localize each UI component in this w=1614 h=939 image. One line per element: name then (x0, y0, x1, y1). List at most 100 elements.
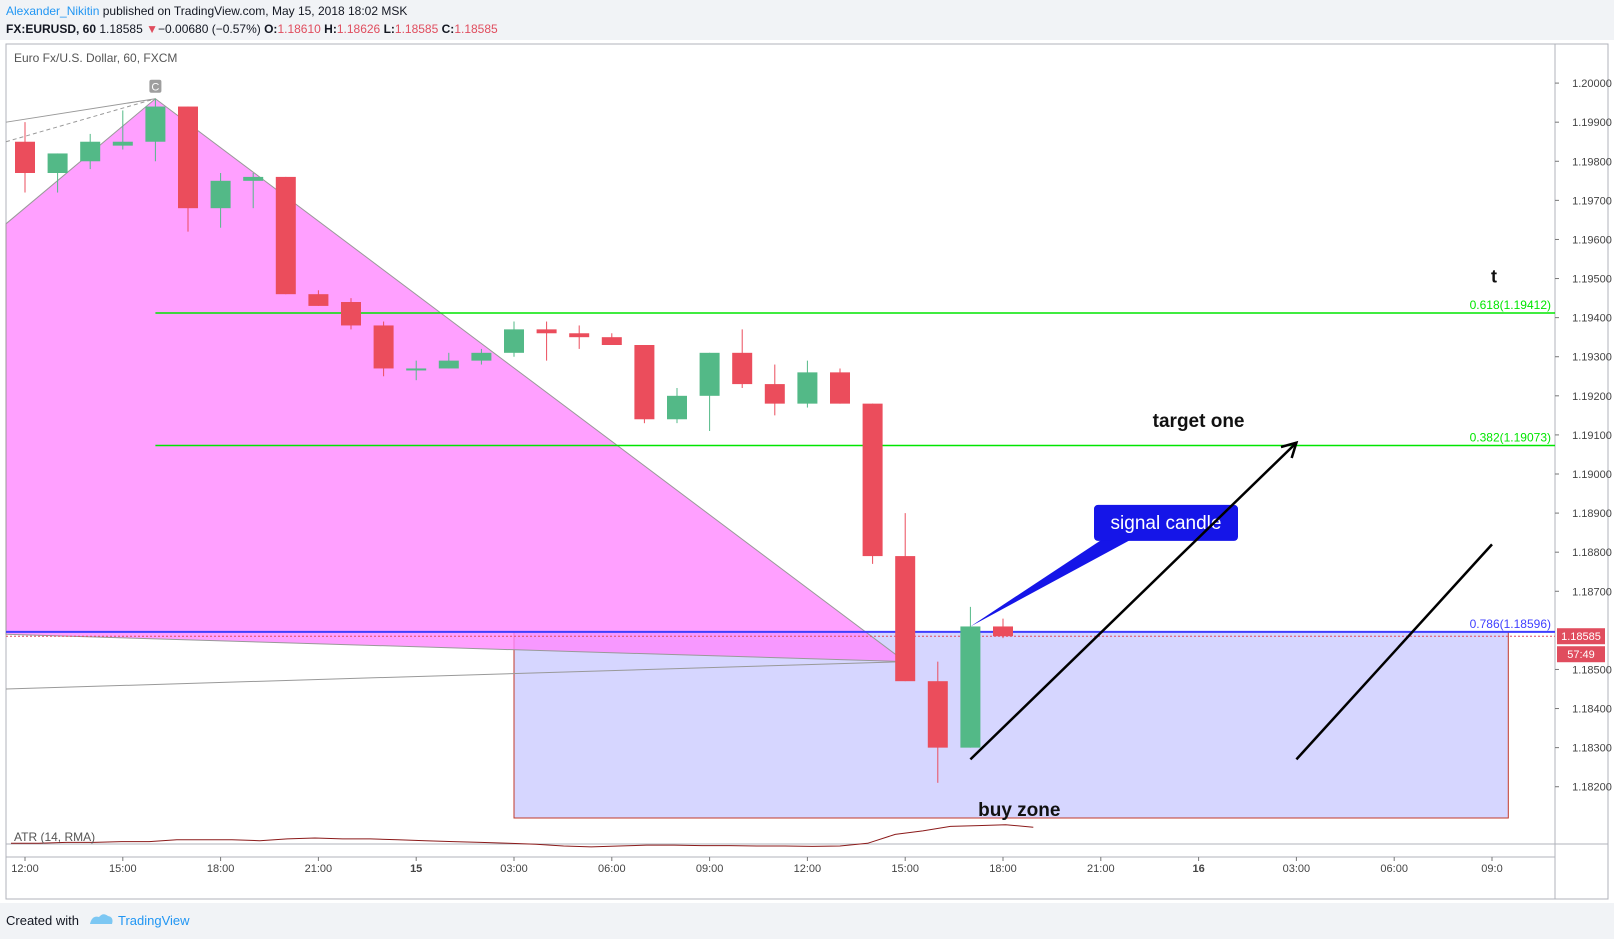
price-change: −0.00680 (−0.57%) (158, 22, 261, 36)
signal-callout-label: signal candle (1111, 513, 1222, 534)
y-tick-label: 1.19800 (1572, 156, 1612, 168)
low-value: 1.18585 (394, 22, 439, 36)
candle[interactable] (960, 626, 981, 748)
y-tick-label: 1.19100 (1572, 430, 1612, 442)
high-value: 1.18626 (336, 22, 381, 36)
candle[interactable] (243, 176, 264, 181)
candle[interactable] (275, 176, 296, 295)
fib-level-label: 0.382(1.19073) (1470, 430, 1551, 444)
x-tick-label: 21:00 (305, 863, 333, 875)
candle[interactable] (80, 141, 101, 162)
signal-callout[interactable] (1094, 504, 1238, 541)
x-tick-label: 12:00 (794, 863, 822, 875)
candle[interactable] (667, 395, 687, 420)
last-price-badge (1557, 628, 1605, 645)
y-tick-label: 1.18500 (1572, 664, 1612, 676)
symbol-ohlc-row: FX:EURUSD, 60 1.18585 ▼−0.00680 (−0.57%)… (6, 22, 498, 36)
candle[interactable] (699, 352, 720, 396)
candle[interactable] (993, 626, 1013, 637)
last-price: 1.18585 (99, 22, 143, 36)
y-tick-label: 1.19200 (1572, 391, 1612, 403)
x-tick-label: 03:00 (500, 863, 528, 875)
author-link[interactable]: Alexander_Nikitin (6, 4, 100, 18)
y-tick-label: 1.19400 (1572, 313, 1612, 325)
arrowhead-icon (1280, 440, 1299, 459)
x-tick-label: 12:00 (11, 863, 39, 875)
candle[interactable] (145, 106, 166, 142)
candle[interactable] (504, 329, 524, 353)
countdown-label: 57:49 (1567, 649, 1595, 661)
x-tick-label: 09:0 (1481, 863, 1502, 875)
created-with-text: Created with (6, 913, 79, 928)
chart-header: Alexander_Nikitin published on TradingVi… (0, 0, 1614, 40)
trend-arrow-line[interactable] (969, 441, 1298, 761)
down-arrow-icon: ▼ (146, 22, 158, 36)
pattern-line (5, 98, 156, 143)
x-tick-label: 15:00 (109, 863, 137, 875)
candle[interactable] (536, 329, 557, 334)
y-tick-label: 1.18900 (1572, 508, 1612, 520)
candle[interactable] (830, 372, 850, 404)
last-price-label: 1.18585 (1561, 631, 1601, 643)
buy-zone-label: buy zone (978, 800, 1060, 821)
price-chart[interactable]: C 0.618(1.19412) 0.382(1.19073) 0.786(1.18… (0, 40, 1614, 903)
y-tick-label: 1.19900 (1572, 117, 1612, 129)
candle[interactable] (341, 302, 361, 326)
y-tick-label: 1.18700 (1572, 586, 1612, 598)
y-tick-label: 1.19300 (1572, 352, 1612, 364)
publish-info: Alexander_Nikitin published on TradingVi… (6, 4, 407, 18)
y-tick-label: 1.18200 (1572, 782, 1612, 794)
y-tick-label: 1.18300 (1572, 743, 1612, 755)
x-tick-label: 18:00 (989, 863, 1017, 875)
x-tick-label: 16 (1192, 863, 1204, 875)
pattern-point-badge (149, 79, 162, 93)
fib-level-label: 0.618(1.19412) (1470, 298, 1551, 312)
y-tick-label: 1.19000 (1572, 469, 1612, 481)
candle[interactable] (927, 681, 948, 748)
candle[interactable] (895, 556, 916, 682)
x-tick-label: 06:00 (598, 863, 626, 875)
candle[interactable] (862, 403, 883, 557)
y-tick-label: 1.18400 (1572, 704, 1612, 716)
pattern-point-label: C (151, 82, 159, 94)
atr-line[interactable] (11, 824, 1034, 848)
indicator-label: ATR (14, RMA) (14, 830, 95, 844)
pattern-line (5, 661, 906, 690)
y-tick-label: 1.19600 (1572, 234, 1612, 246)
tradingview-logo-icon[interactable] (88, 911, 114, 929)
candle[interactable] (438, 360, 459, 369)
candle[interactable] (797, 372, 818, 404)
candle[interactable] (634, 345, 655, 420)
candle[interactable] (373, 325, 394, 369)
countdown-badge (1557, 646, 1605, 663)
candle[interactable] (308, 294, 329, 306)
open-value: 1.18610 (277, 22, 321, 36)
y-tick-label: 1.20000 (1572, 78, 1612, 90)
candle[interactable] (178, 106, 198, 209)
instrument-label: Euro Fx/U.S. Dollar, 60, FXCM (14, 51, 177, 65)
published-text: published on TradingView.com, May 15, 20… (102, 4, 408, 18)
candle[interactable] (764, 384, 785, 404)
edge-text-label: t (1491, 266, 1497, 286)
pattern-line (5, 98, 156, 123)
candle[interactable] (112, 141, 133, 146)
x-tick-label: 18:00 (207, 863, 235, 875)
candle[interactable] (732, 352, 753, 385)
candle[interactable] (601, 337, 622, 345)
fib-level-label: 0.786(1.18596) (1470, 617, 1551, 631)
y-tick-label: 1.18800 (1572, 547, 1612, 559)
tradingview-link[interactable]: TradingView (118, 913, 190, 928)
candle[interactable] (471, 352, 492, 361)
candle[interactable] (569, 333, 590, 338)
symbol-label[interactable]: FX:EURUSD, 60 (6, 22, 97, 36)
candle[interactable] (15, 141, 35, 173)
x-tick-label: 21:00 (1087, 863, 1115, 875)
close-value: 1.18585 (454, 22, 498, 36)
high-label: H: (324, 22, 337, 36)
candle[interactable] (210, 180, 231, 209)
candle[interactable] (47, 153, 68, 173)
close-label: C: (441, 22, 455, 36)
candle[interactable] (406, 368, 427, 371)
buy-zone-rect[interactable] (513, 631, 1509, 819)
trend-arrow-line[interactable] (1295, 543, 1493, 761)
